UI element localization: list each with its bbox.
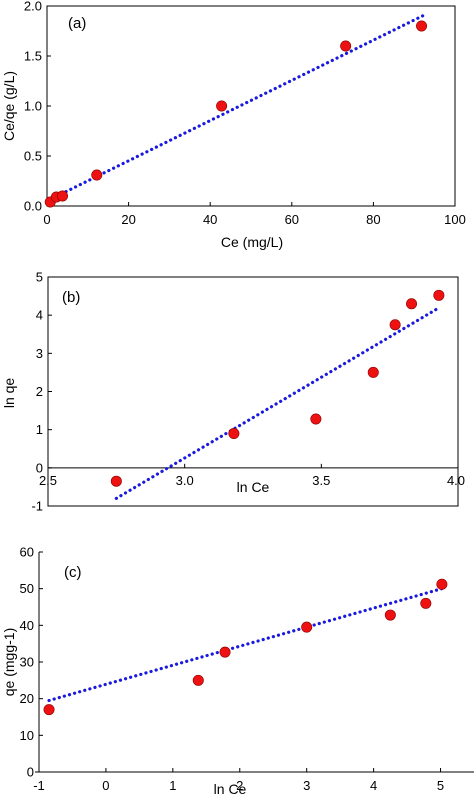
x-tick-label: 4 (370, 778, 377, 793)
data-point (43, 704, 55, 716)
data-point (384, 609, 396, 621)
x-tick-label: 1 (169, 778, 176, 793)
x-tick-label: 3 (303, 778, 310, 793)
y-tick-label: 5 (36, 270, 43, 285)
data-point (433, 289, 445, 301)
chart-panel-2: -1 0 1 2 3 4 5 2.5 3.0 3.5 4.0 ln Ce ln qe (b) (1, 270, 465, 514)
y-tick-label: 50 (20, 581, 34, 596)
chart-panel-1: 0.0 0.5 1.0 1.5 2.0 0 20 40 60 80 100 Ce (mg/L) Ce/q… (1, 0, 466, 250)
y-tick-label: 20 (20, 691, 34, 706)
x-tick-label: 40 (203, 212, 217, 227)
x-tick-label: 2 (236, 778, 243, 793)
data-point (57, 190, 69, 202)
fit-line (114, 307, 438, 500)
x-axis-label: Ce (mg/L) (221, 234, 283, 250)
x-tick-label: 4.0 (447, 473, 465, 488)
data-point (301, 621, 313, 633)
x-tick-label: -1 (33, 778, 45, 793)
x-tick-label: 60 (285, 212, 299, 227)
x-tick-label: 0 (102, 778, 109, 793)
y-tick-label: 2.0 (24, 0, 42, 14)
y-tick-label: 0 (36, 460, 43, 475)
x-tick-label: 0 (43, 212, 50, 227)
y-tick-label: 60 (20, 545, 34, 560)
data-point (340, 40, 352, 52)
data-point (389, 319, 401, 331)
x-tick-label: 2.5 (39, 473, 57, 488)
y-tick-label: 30 (20, 655, 34, 670)
x-tick-label: 3.0 (176, 473, 194, 488)
x-tick-label: 100 (444, 212, 466, 227)
data-point (219, 646, 231, 658)
data-point (310, 413, 322, 425)
y-tick-label: 1 (36, 422, 43, 437)
y-tick-label: 4 (36, 308, 43, 323)
data-point (406, 298, 418, 310)
y-axis-label: qe (mgg-1) (1, 628, 17, 696)
data-point (416, 20, 428, 32)
x-tick-label: 20 (121, 212, 135, 227)
data-point (110, 475, 122, 487)
panel-label: (b) (62, 289, 80, 306)
plot-frame (46, 5, 456, 207)
y-tick-label: 0 (27, 765, 34, 780)
y-tick-label: -1 (31, 499, 43, 514)
data-point (216, 100, 228, 112)
data-point (228, 427, 240, 439)
data-point (192, 674, 204, 686)
plot-frame (47, 276, 459, 507)
data-point (436, 578, 448, 590)
x-axis-label: ln Ce (237, 479, 270, 495)
x-tick-label: 5 (437, 778, 444, 793)
y-tick-label: 10 (20, 728, 34, 743)
y-tick-label: 0.5 (24, 149, 42, 164)
y-tick-label: 1.5 (24, 49, 42, 64)
fit-line (45, 12, 429, 203)
y-axis-label: ln qe (1, 378, 17, 409)
data-point (367, 366, 379, 378)
x-axis-label: ln Ce (214, 781, 247, 797)
data-point (91, 169, 103, 181)
y-tick-label: 40 (20, 618, 34, 633)
x-tick-label: 3.5 (312, 473, 330, 488)
x-tick-label: 80 (366, 212, 380, 227)
y-axis-label: Ce/qe (g/L) (1, 71, 17, 141)
fit-line (47, 587, 444, 703)
data-point (420, 597, 432, 609)
panel-label: (c) (64, 564, 82, 581)
y-tick-label: 0.0 (24, 199, 42, 214)
y-tick-label: 1.0 (24, 99, 42, 114)
panel-label: (a) (68, 15, 86, 32)
y-tick-label: 3 (36, 346, 43, 361)
y-tick-label: 2 (36, 384, 43, 399)
